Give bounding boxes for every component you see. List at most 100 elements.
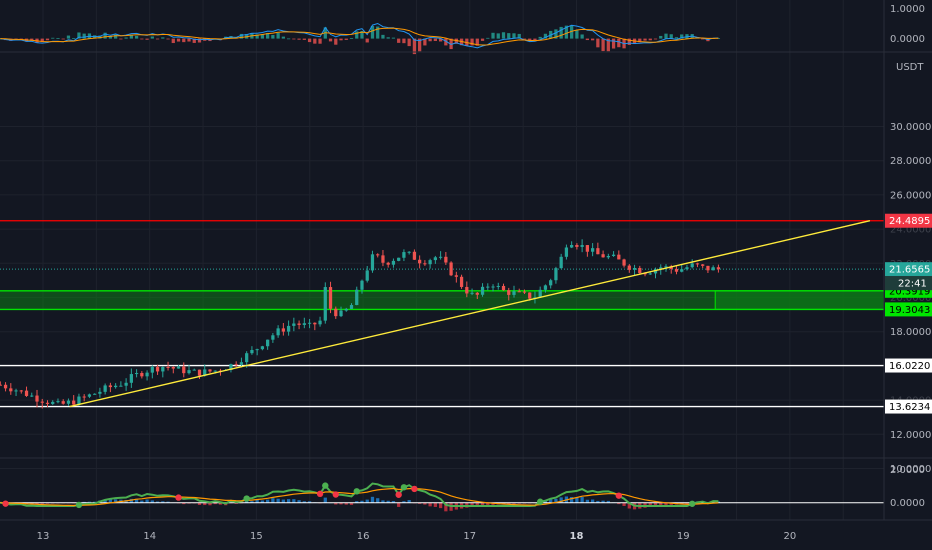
candle-body (266, 339, 270, 347)
signal-line (0, 27, 719, 46)
candle-body (716, 267, 721, 270)
macd-bar (150, 36, 154, 39)
cross-dot (332, 491, 339, 498)
oscillator-bar (208, 502, 212, 506)
macd-bar (423, 38, 427, 46)
cross-dot (689, 500, 696, 507)
level-tag-label: 20.3919 (889, 286, 930, 297)
macd-bar (292, 38, 296, 40)
macd-bar (114, 34, 118, 39)
candle-body (648, 273, 652, 275)
price-tick-label: 18.0000 (890, 327, 931, 338)
oscillator-bar (250, 501, 254, 503)
oscillator-bar (360, 500, 364, 503)
oscillator-bar (145, 499, 149, 503)
oscillator-bar (470, 502, 474, 507)
candle-body (87, 394, 92, 397)
candle-body (0, 384, 2, 386)
oscillator-bar (418, 502, 422, 504)
cross-dot (536, 498, 544, 505)
candle-body (669, 266, 673, 269)
oscillator-bar (114, 499, 118, 503)
candle-body (229, 364, 233, 370)
candle-body (45, 402, 50, 404)
candle-body (355, 289, 359, 306)
cross-dot (75, 501, 83, 509)
macd-bar (575, 29, 579, 39)
candle-body (412, 251, 417, 260)
macd-bar (187, 38, 191, 42)
oscillator-bar (685, 502, 689, 505)
candle-body (124, 382, 128, 386)
macd-bar (580, 34, 584, 39)
oscillator-bar (601, 500, 605, 503)
oscillator-bar (716, 501, 721, 503)
macd-bar (313, 38, 317, 44)
oscillator-bar (585, 499, 589, 503)
time-axis[interactable]: 13 14 15 16 17 18 19 20 (37, 531, 797, 542)
candle-body (632, 267, 637, 270)
time-tick-label: 19 (677, 531, 690, 542)
candle-body (517, 291, 521, 293)
candle-body (292, 323, 296, 326)
candle-body (176, 366, 181, 369)
macd-bar (564, 25, 569, 39)
macd-bar (370, 25, 375, 39)
macd-bar (286, 38, 291, 40)
oscillator-bar (606, 500, 610, 503)
oscillator-bar (559, 497, 563, 503)
macd-bar (318, 38, 322, 44)
candle-body (35, 395, 39, 402)
macd-bar (61, 38, 65, 40)
level-tag-label: 24.4895 (889, 216, 930, 227)
oscillator-bar (334, 502, 338, 505)
candle-body (24, 390, 29, 396)
macd-bar (266, 32, 270, 39)
candle-body (72, 400, 76, 405)
candle-body (129, 374, 133, 383)
candle-body (370, 254, 375, 271)
oscillator-bar (381, 500, 385, 503)
candle-body (402, 252, 406, 258)
macd-bar (438, 38, 443, 42)
candle-body (30, 395, 34, 397)
candle-body (596, 248, 600, 255)
level-tag (885, 213, 932, 228)
oscillator-bar (433, 502, 437, 507)
cross-dot (353, 488, 360, 495)
macd-bar (40, 38, 44, 43)
oscillator-bar (323, 497, 327, 503)
macd-bar (611, 38, 616, 49)
oscillator-bar (480, 502, 485, 506)
candle-body (339, 310, 343, 317)
candle-body (14, 390, 18, 392)
candle-body (386, 262, 390, 265)
candle-body (166, 366, 170, 368)
candle-body (507, 290, 511, 295)
last-price-label: 21.6565 (889, 265, 930, 276)
oscillator-bar (35, 502, 39, 505)
candle-body (334, 308, 338, 317)
oscillator-bar (407, 500, 411, 503)
macd-bar (129, 35, 133, 39)
level-tag (885, 399, 932, 414)
macd-bar (197, 38, 202, 43)
candle-body (590, 248, 595, 252)
macd-bar (512, 33, 516, 39)
oscillator-bar (590, 499, 595, 503)
macd-bar (638, 38, 642, 43)
candle-body (554, 268, 558, 281)
price-axis[interactable]: USDT 10.000012.000014.000016.000018.0000… (885, 4, 932, 509)
oscillator-bar (134, 498, 139, 503)
trendline[interactable] (69, 220, 871, 408)
candle-body (706, 265, 710, 271)
price-tick-label: 20.0000 (890, 293, 931, 304)
oscillator-bar (575, 497, 579, 503)
currency-label: USDT (896, 62, 924, 73)
candle-body (480, 286, 485, 295)
candle-body (423, 263, 427, 265)
macd-bar (559, 26, 563, 39)
macd-bar (674, 37, 679, 39)
candle-body (643, 273, 647, 275)
